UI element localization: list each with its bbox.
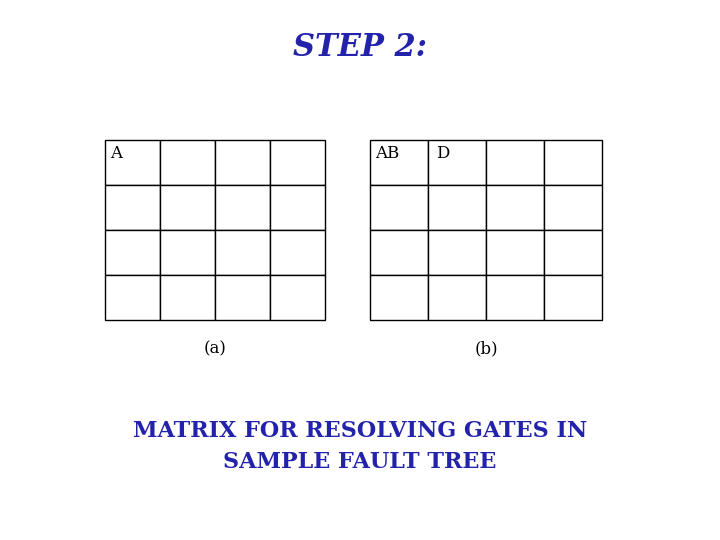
Bar [270,140,325,185]
Bar [215,275,270,320]
Bar [160,275,215,320]
Bar [105,185,160,230]
Bar [370,275,428,320]
Bar [428,230,486,275]
Bar [486,230,544,275]
Bar [486,140,544,185]
Text: (b): (b) [474,340,498,357]
Text: D: D [436,145,449,162]
Text: (a): (a) [204,340,226,357]
Bar [270,275,325,320]
Bar [160,185,215,230]
Text: A: A [110,145,122,162]
Text: MATRIX FOR RESOLVING GATES IN
SAMPLE FAULT TREE: MATRIX FOR RESOLVING GATES IN SAMPLE FAU… [133,420,587,472]
Bar [544,230,602,275]
Bar [544,275,602,320]
Bar [270,230,325,275]
Bar [428,185,486,230]
Bar [544,140,602,185]
Bar [215,230,270,275]
Bar [215,140,270,185]
Text: AB: AB [375,145,400,162]
Bar [428,140,486,185]
Bar [486,185,544,230]
Bar [370,140,428,185]
Bar [105,275,160,320]
Text: STEP 2:: STEP 2: [293,32,427,64]
Bar [428,275,486,320]
Bar [486,275,544,320]
Bar [160,140,215,185]
Bar [215,185,270,230]
Bar [105,230,160,275]
Bar [270,185,325,230]
Bar [370,230,428,275]
Bar [160,230,215,275]
Bar [544,185,602,230]
Bar [370,185,428,230]
Bar [105,140,160,185]
